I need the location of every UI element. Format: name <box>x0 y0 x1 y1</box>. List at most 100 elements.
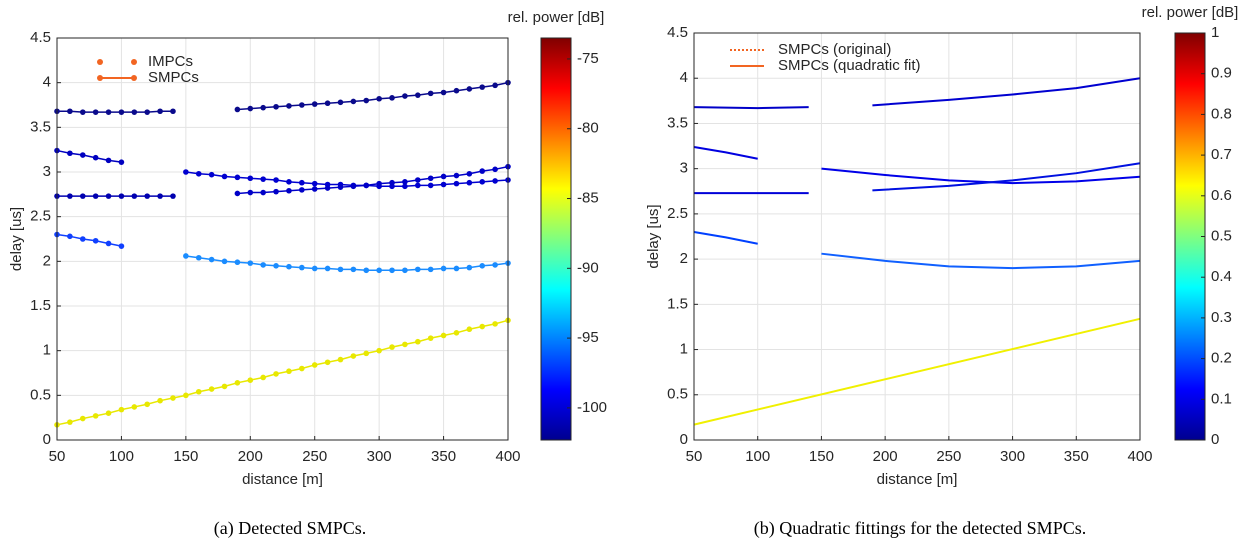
colorbar-tick-label: -85 <box>577 189 599 206</box>
colorbar-label: rel. power [dB] <box>508 9 605 26</box>
track-point <box>92 193 99 199</box>
track-point <box>415 266 421 273</box>
colorbar-tick-label: 0.3 <box>1211 309 1232 326</box>
track-line <box>821 252 1141 270</box>
track-line <box>56 319 509 426</box>
track-point <box>389 344 395 350</box>
colorbar-tick-label: -80 <box>577 120 599 137</box>
track-point <box>208 256 215 263</box>
track-point <box>105 157 112 164</box>
track-point <box>453 265 460 272</box>
track-point <box>170 193 176 199</box>
caption: (b) Quadratic fittings for the detected … <box>754 518 1086 539</box>
legend-marker <box>97 75 103 81</box>
colorbar-tick-label: -100 <box>577 399 607 416</box>
caption: (a) Detected SMPCs. <box>214 518 366 539</box>
track-line <box>185 255 509 272</box>
track-point <box>131 109 138 115</box>
track-point <box>492 166 498 173</box>
track-point <box>234 259 241 266</box>
track-point <box>118 109 125 115</box>
track-point <box>311 362 318 368</box>
y-tick-label: 3.5 <box>667 114 688 131</box>
y-tick-label: 3.5 <box>30 118 51 135</box>
track-point <box>415 182 421 189</box>
y-tick-label: 1.5 <box>667 295 688 312</box>
track-point <box>299 102 305 108</box>
track-point <box>157 108 163 115</box>
track-point <box>427 90 434 97</box>
colorbar <box>1174 32 1206 441</box>
colorbar-tick-label: 0 <box>1211 431 1219 448</box>
track-point <box>67 233 73 240</box>
track-point <box>492 178 498 184</box>
track-point <box>221 173 228 180</box>
x-tick-label: 150 <box>809 448 834 465</box>
track-point <box>170 108 176 115</box>
track-point <box>453 180 460 187</box>
track-line <box>693 317 1141 426</box>
track-point <box>157 397 163 404</box>
track-point <box>324 100 331 107</box>
track-point <box>234 190 241 197</box>
track-point <box>350 98 357 105</box>
track-line <box>872 162 1141 192</box>
track-point <box>92 413 99 419</box>
y-tick-label: 0 <box>680 431 688 448</box>
track-point <box>350 266 357 273</box>
track-point <box>183 169 189 175</box>
x-tick-label: 300 <box>367 448 392 465</box>
y-tick-label: 2.5 <box>667 205 688 222</box>
track-point <box>440 181 447 188</box>
track-point <box>389 179 395 186</box>
legend-label: SMPCs <box>148 69 199 86</box>
track-point <box>67 150 73 157</box>
track-point <box>118 159 125 165</box>
track-point <box>402 183 408 190</box>
track-point <box>195 388 202 395</box>
legend-label: IMPCs <box>148 53 193 70</box>
track-point <box>260 176 266 182</box>
track-point <box>286 179 292 185</box>
y-tick-label: 4 <box>680 69 688 86</box>
track-point <box>427 266 434 273</box>
track-point <box>247 260 254 266</box>
colorbar-tick-label: 0.5 <box>1211 227 1232 244</box>
track-point <box>324 359 331 366</box>
y-tick-label: 4.5 <box>667 24 688 41</box>
track-point <box>273 103 279 110</box>
track-line <box>693 106 809 110</box>
colorbar-tick-label: -90 <box>577 259 599 276</box>
track-point <box>105 109 112 115</box>
x-axis-label: distance [m] <box>877 471 958 488</box>
track-point <box>466 179 473 186</box>
track-point <box>479 179 486 185</box>
track-point <box>260 104 266 111</box>
colorbar <box>540 37 572 441</box>
track-point <box>440 89 447 96</box>
track-point <box>247 377 254 383</box>
track-point <box>402 93 408 99</box>
y-tick-label: 3 <box>680 160 688 177</box>
track-point <box>402 179 408 185</box>
track-point <box>376 267 382 274</box>
track-point <box>234 106 241 113</box>
track-point <box>157 193 163 199</box>
track-point <box>144 401 150 408</box>
track-point <box>247 105 254 112</box>
track-point <box>286 103 292 109</box>
track-point <box>324 265 331 272</box>
track-line <box>821 167 1141 185</box>
track-point <box>92 154 99 161</box>
track-point <box>427 175 434 182</box>
y-tick-label: 4 <box>43 74 51 91</box>
track-point <box>118 193 125 199</box>
plot-frame <box>56 37 509 441</box>
y-tick-label: 2 <box>680 250 688 267</box>
colorbar-tick-label: 0.8 <box>1211 105 1232 122</box>
track-line <box>57 110 173 113</box>
x-tick-label: 300 <box>1000 448 1025 465</box>
track-point <box>453 87 460 94</box>
track-point <box>453 172 460 179</box>
